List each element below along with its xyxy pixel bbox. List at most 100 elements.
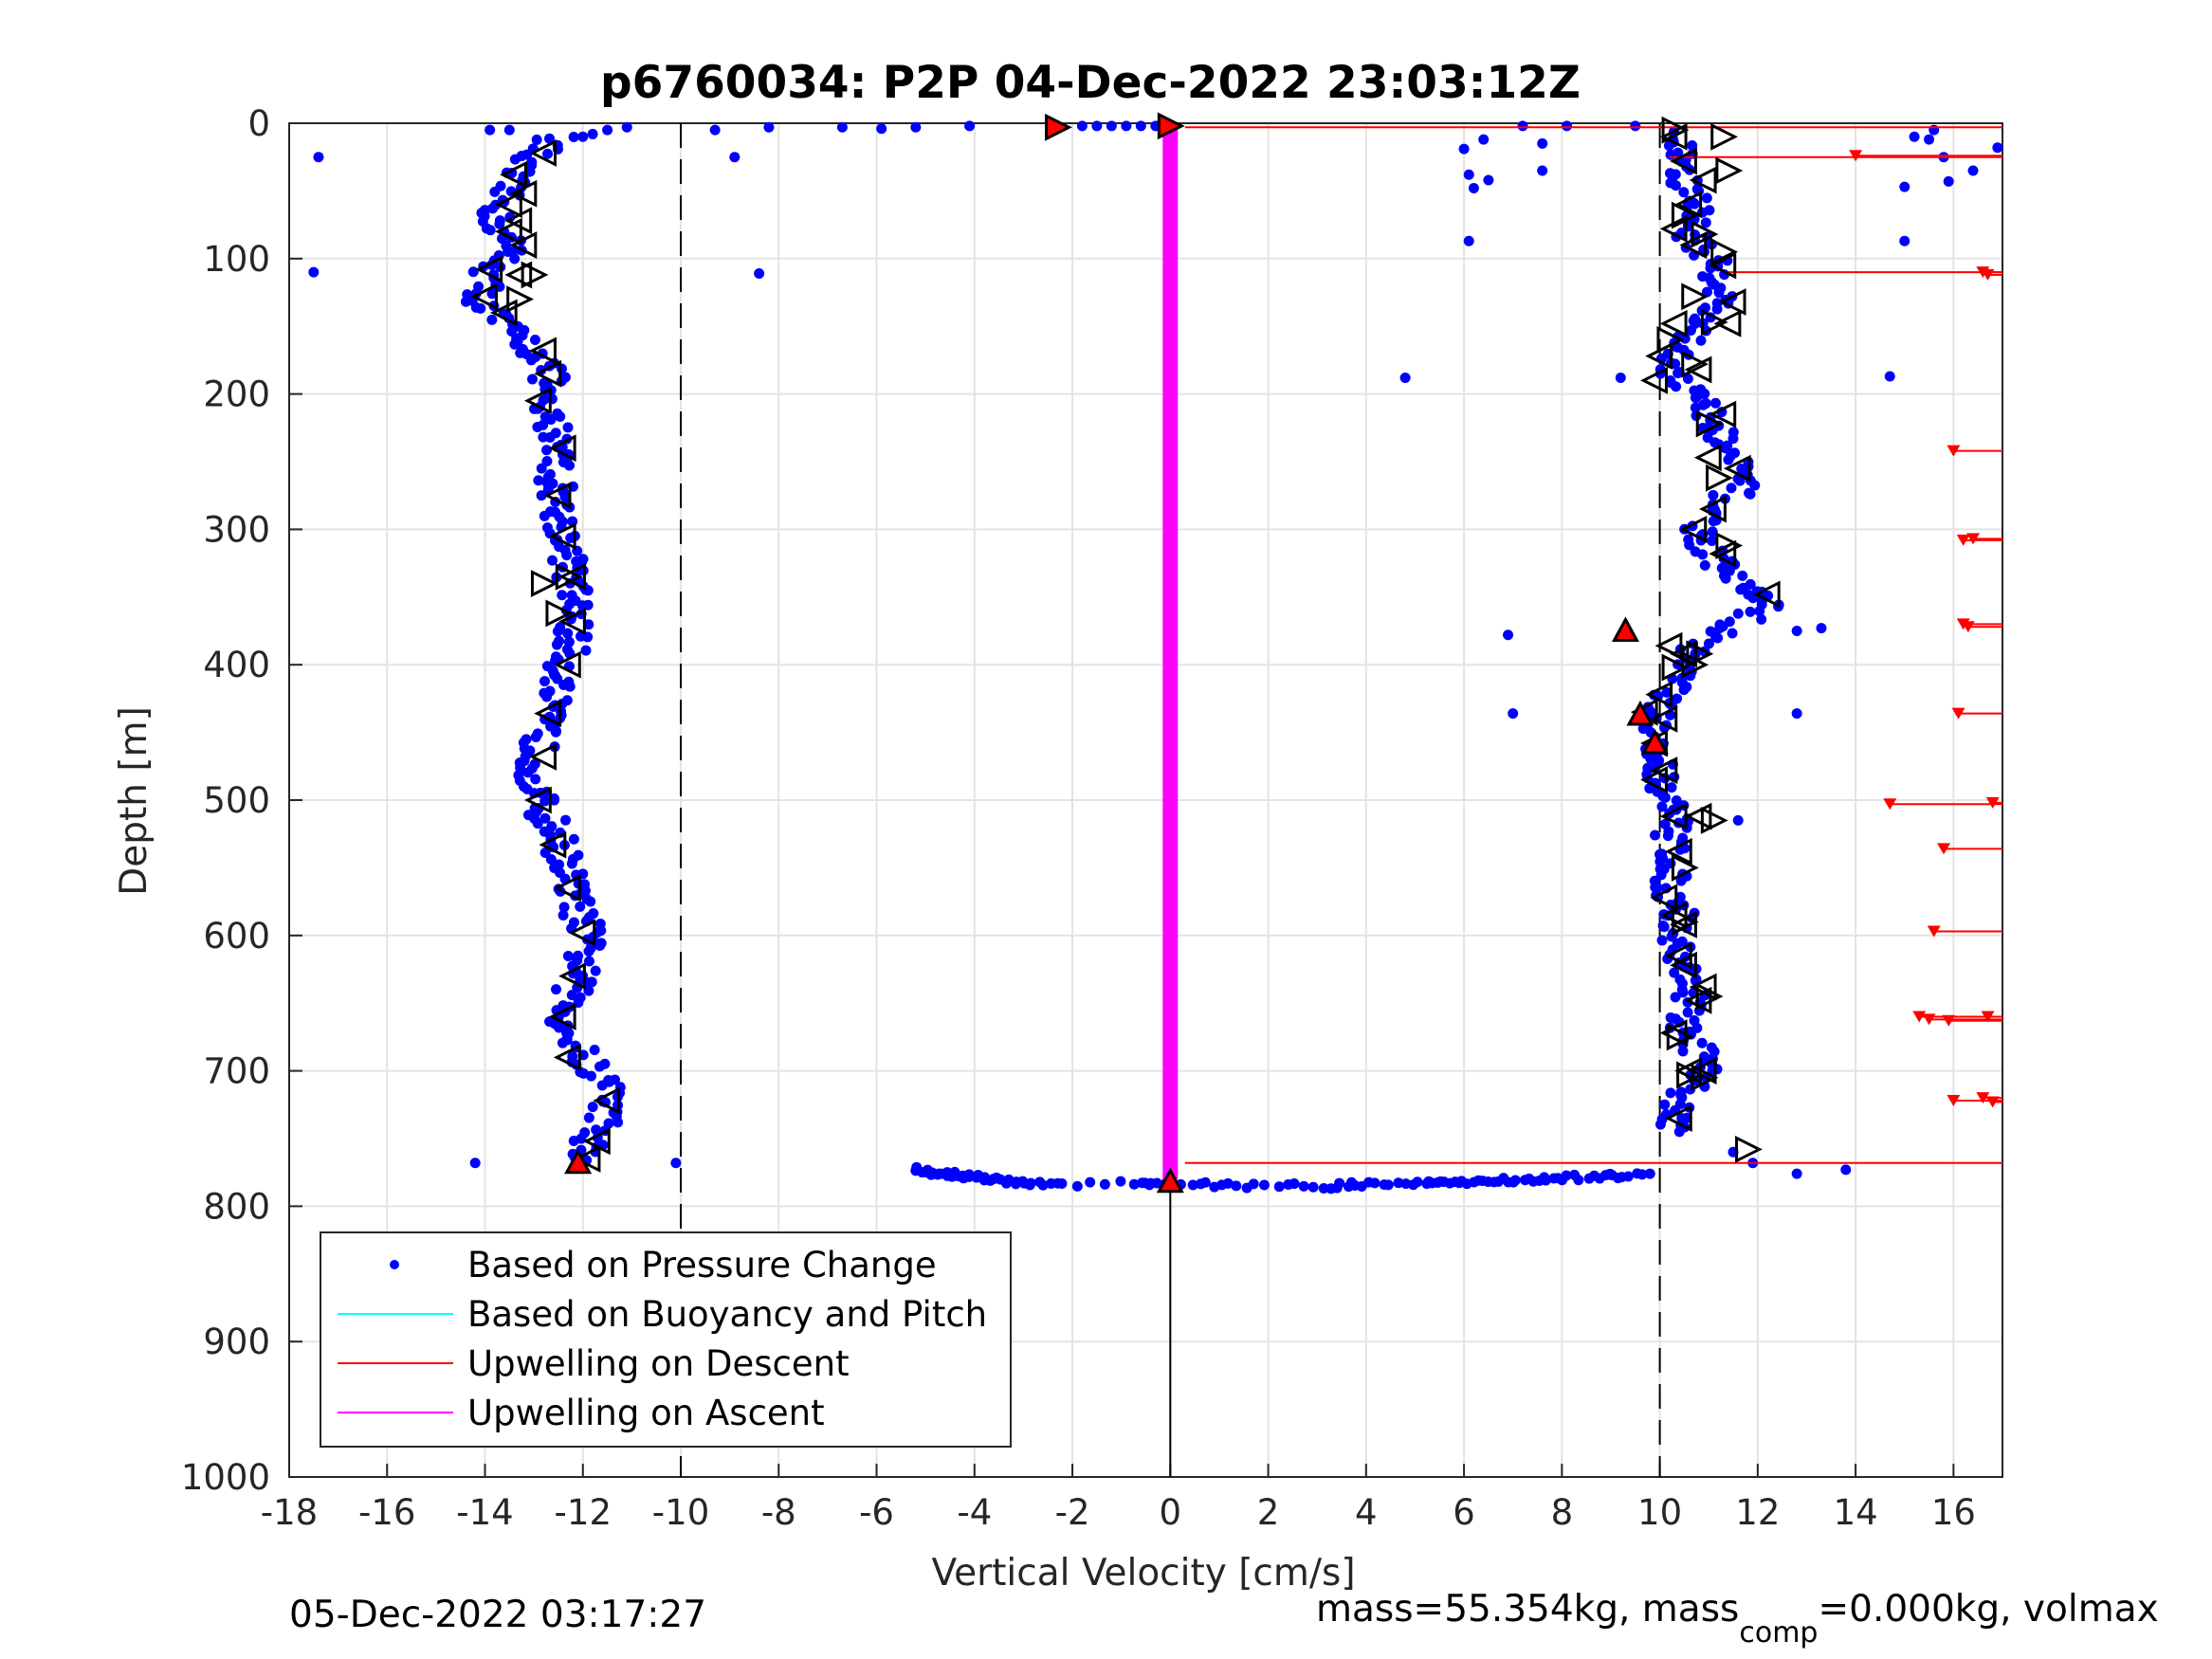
- pressure-change-point: [470, 301, 482, 313]
- pressure-change-point: [541, 691, 553, 702]
- ascent-triangle-marker: [555, 562, 583, 591]
- pressure-change-point: [1573, 1175, 1584, 1186]
- pressure-change-point: [596, 1080, 608, 1091]
- upwelling-descent-marker: [1937, 843, 1951, 855]
- pressure-change-point: [594, 939, 606, 951]
- pressure-change-point: [1615, 372, 1626, 383]
- upwelling-descent-marker: [1981, 268, 1995, 281]
- pressure-change-point: [541, 455, 553, 466]
- upwelling-descent-marker: [1849, 150, 1863, 162]
- upwelling-descent-marker: [1981, 1011, 1995, 1023]
- descent-triangle-marker: [1684, 802, 1712, 830]
- pressure-change-point: [1816, 623, 1827, 634]
- x-tick-label: -14: [456, 1492, 513, 1533]
- descent-triangle-marker: [568, 919, 596, 947]
- pressure-change-point: [1679, 333, 1691, 344]
- pressure-change-point: [542, 483, 554, 495]
- pressure-change-point: [1085, 1176, 1096, 1188]
- pressure-change-point: [568, 833, 579, 845]
- descent-triangle-marker: [1713, 309, 1742, 337]
- descent-triangle-marker: [523, 387, 552, 415]
- pressure-change-point: [566, 990, 577, 1001]
- y-tick-label: 600: [203, 916, 270, 957]
- upwelling-descent-marker: [1927, 925, 1941, 938]
- pressure-change-point: [562, 628, 574, 639]
- descent-triangle-marker: [548, 434, 576, 463]
- pressure-change-point: [1650, 882, 1661, 893]
- pressure-change-point: [525, 355, 537, 366]
- pressure-change-point: [545, 854, 557, 866]
- pressure-change-point: [1056, 1177, 1068, 1189]
- ascent-triangle-marker: [1676, 1061, 1704, 1089]
- pressure-change-point: [1899, 235, 1910, 246]
- pressure-change-point: [558, 902, 570, 913]
- pressure-change-point: [1671, 381, 1682, 392]
- pressure-change-point: [1654, 1119, 1666, 1130]
- pressure-change-point: [591, 1124, 602, 1136]
- pressure-change-point: [1483, 174, 1494, 186]
- pressure-change-point: [1128, 1178, 1140, 1190]
- ascent-triangle-marker: [1686, 640, 1714, 668]
- y-tick-label: 900: [203, 1322, 270, 1362]
- pressure-change-point: [546, 393, 558, 405]
- pressure-change-point: [1840, 1164, 1852, 1176]
- pressure-change-point: [1709, 397, 1721, 409]
- descent-triangle-marker: [1674, 191, 1703, 219]
- descent-triangle-marker: [1679, 515, 1708, 543]
- pressure-change-point: [1707, 526, 1718, 538]
- pressure-change-point: [308, 266, 320, 278]
- pressure-change-point: [1561, 1170, 1572, 1181]
- x-tick-label: -16: [358, 1492, 415, 1533]
- ascent-triangle-marker: [1681, 283, 1709, 311]
- pressure-change-point: [1791, 1168, 1802, 1179]
- pressure-change-point: [562, 422, 574, 433]
- pressure-change-point: [1678, 684, 1690, 696]
- descent-triangle-marker: [1670, 147, 1697, 175]
- pressure-change-point: [1644, 783, 1655, 794]
- pressure-change-point: [545, 413, 557, 425]
- pressure-change-point: [1661, 686, 1673, 698]
- ascent-triangle-marker: [1695, 982, 1724, 1011]
- descent-triangle-marker: [504, 207, 533, 235]
- pressure-change-point: [1537, 165, 1548, 176]
- pressure-change-point: [568, 1135, 579, 1146]
- descent-triangle-marker: [1645, 681, 1673, 709]
- descent-triangle-marker: [558, 608, 586, 635]
- pressure-change-point: [1967, 165, 1979, 176]
- legend: Based on Pressure Change Based on Buoyanc…: [320, 1231, 1012, 1448]
- pressure-change-point: [509, 338, 521, 350]
- pressure-change-point: [1685, 325, 1696, 337]
- pressure-change-point: [1099, 1178, 1110, 1190]
- pressure-change-point: [1622, 1171, 1634, 1182]
- pressure-change-point: [1076, 120, 1088, 132]
- pressure-change-point: [589, 1045, 600, 1056]
- pressure-change-point: [1645, 754, 1656, 765]
- pressure-change-point: [484, 225, 496, 236]
- pressure-change-point: [539, 795, 551, 807]
- descent-triangle-marker: [558, 562, 586, 591]
- pressure-change-point: [489, 186, 501, 197]
- pressure-change-point: [1711, 303, 1723, 315]
- pressure-change-point: [1562, 120, 1573, 132]
- pressure-change-point: [621, 121, 632, 133]
- descent-triangle-marker: [1689, 166, 1717, 194]
- y-tick-label: 500: [203, 780, 270, 821]
- descent-triangle-marker: [1684, 356, 1712, 384]
- x-tick-label: 12: [1735, 1492, 1780, 1533]
- descent-triangle-marker: [529, 742, 557, 771]
- pressure-change-point: [1399, 372, 1411, 383]
- x-tick-label: -12: [555, 1492, 612, 1533]
- descent-triangle-marker: [1654, 631, 1683, 660]
- pressure-change-point: [1537, 137, 1548, 149]
- ascent-triangle-marker: [1695, 410, 1724, 438]
- descent-triangle-marker: [489, 299, 518, 327]
- pressure-change-point: [1670, 992, 1681, 1003]
- pressure-change-point: [1662, 830, 1673, 842]
- pressure-change-point: [1677, 987, 1689, 998]
- pressure-change-point: [1704, 205, 1715, 216]
- x-tick-label: 4: [1355, 1492, 1378, 1533]
- upwelling-descent-marker: [1966, 533, 1981, 545]
- ascent-triangle-marker: [1681, 350, 1709, 378]
- pressure-change-point: [583, 985, 594, 996]
- descent-triangle-marker: [1650, 757, 1678, 785]
